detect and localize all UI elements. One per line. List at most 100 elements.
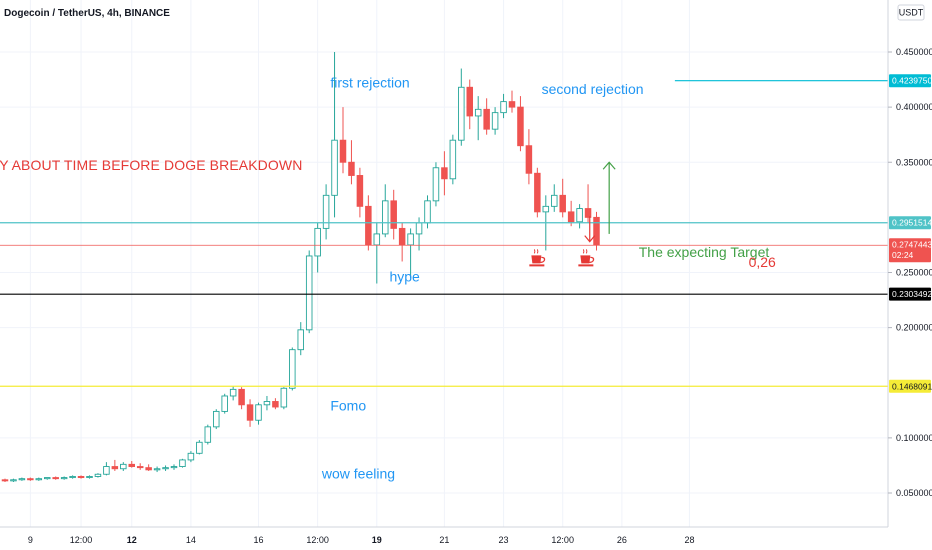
currency-label: USDT	[899, 8, 924, 18]
candle-body	[1, 479, 9, 482]
annotation-text: second rejection	[542, 81, 644, 97]
x-tick-label: 12:00	[70, 535, 93, 545]
candle-body	[35, 478, 43, 481]
price-tag-label: 0.1468091	[892, 381, 932, 391]
x-tick-label: 16	[253, 535, 263, 545]
price-tag-label: 0.2951514	[892, 218, 932, 228]
candle-body	[162, 467, 169, 470]
candle-body	[322, 194, 330, 229]
x-tick-label: 14	[186, 535, 196, 545]
price-tag-label: 0.4239750	[892, 76, 932, 86]
candle-body	[314, 227, 321, 257]
candle-body	[559, 194, 566, 213]
candle-body	[331, 139, 338, 196]
annotation-text: The expecting Target	[639, 244, 770, 260]
price-tag	[889, 74, 931, 88]
overlays: first rejection second rejection LY ABOUT …	[0, 74, 776, 481]
candle-body	[229, 388, 237, 397]
candle-body	[432, 167, 440, 202]
candle-body	[221, 395, 228, 412]
candle-body	[128, 463, 135, 467]
candle-body	[60, 477, 68, 480]
cup-saucer	[529, 264, 545, 267]
candle-body	[534, 172, 541, 213]
cup-body	[531, 255, 542, 264]
candle-body	[500, 101, 507, 114]
currency-button[interactable]	[897, 4, 925, 21]
candle-body	[542, 205, 550, 213]
candle-body	[508, 101, 516, 108]
x-tick-label: 12:00	[306, 535, 329, 545]
x-tick-label: 26	[617, 535, 627, 545]
annotation-text: wow feeling	[321, 466, 395, 482]
chart-title: Dogecoin / TetherUS, 4h, BINANCE	[4, 8, 170, 19]
candle-body	[441, 167, 448, 180]
candle-body	[415, 222, 423, 235]
candle-body	[86, 476, 93, 479]
coffee-cup-icon	[578, 249, 595, 267]
annotation-text: Fomo	[330, 397, 366, 413]
candle-body	[390, 200, 397, 229]
candle-body	[356, 175, 364, 207]
candle-body	[170, 466, 178, 469]
candle-body	[272, 401, 279, 408]
candle-body	[305, 255, 313, 331]
cup-steam	[582, 249, 588, 254]
time-axis: 9 12:00 12 14 16 12:00 19 21 23 12:00 26 28	[0, 526, 888, 545]
candle-body	[69, 476, 76, 479]
candle-body	[136, 466, 144, 469]
candle-body	[77, 476, 85, 479]
x-tick-label: 28	[684, 535, 694, 545]
candle-body	[145, 467, 152, 471]
candle-body	[27, 478, 34, 481]
cup-saucer	[578, 264, 594, 267]
price-tag-countdown: 02:24	[892, 250, 914, 260]
candle-body	[212, 410, 220, 428]
candle-body	[449, 139, 457, 180]
annotation-text: 0,26	[749, 254, 776, 270]
horizontal-lines	[0, 80, 888, 387]
x-tick-label: 23	[499, 535, 509, 545]
candle-body	[10, 479, 17, 482]
cup-handle	[540, 256, 546, 264]
candle-body	[44, 477, 51, 480]
candle-body	[120, 463, 127, 470]
price-tag-label: 0.2747443	[892, 240, 932, 250]
candle-body	[466, 86, 474, 117]
candle-body	[483, 108, 490, 130]
price-tag	[889, 238, 931, 263]
candle-body	[348, 161, 355, 176]
annotation-text: hype	[389, 268, 420, 284]
candle-body	[407, 233, 414, 246]
candle-body	[280, 387, 288, 408]
candle-body	[365, 205, 372, 246]
candle-body	[52, 477, 59, 480]
candle-body	[491, 112, 499, 130]
candle-body	[18, 478, 26, 481]
x-tick-label: 12:00	[551, 535, 574, 545]
candle-body	[339, 139, 347, 163]
annotation-text: first rejection	[330, 74, 409, 90]
candle-body	[593, 216, 600, 246]
price-tag-label: 0.2303492	[892, 289, 932, 299]
candle-body	[179, 459, 186, 467]
price-tag	[889, 287, 931, 301]
price-tag	[889, 379, 931, 393]
x-tick-label: 12	[127, 535, 137, 545]
candle-body	[424, 200, 431, 224]
candle-body	[289, 349, 296, 389]
candle-body	[187, 452, 195, 461]
candle-body	[584, 208, 592, 218]
price-tag	[889, 216, 931, 230]
candle-body	[382, 200, 389, 235]
cup-handle	[589, 256, 595, 264]
